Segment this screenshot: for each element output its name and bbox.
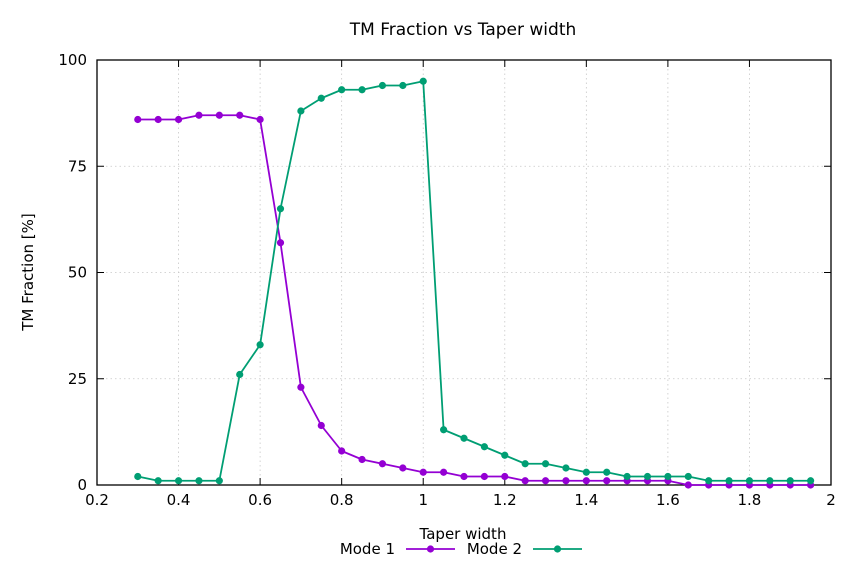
x-tick-label: 0.8 xyxy=(330,491,354,509)
y-tick-label: 50 xyxy=(68,264,87,282)
data-point xyxy=(256,115,264,124)
legend-swatch-marker xyxy=(553,545,562,553)
data-point xyxy=(215,111,223,119)
legend-label: Mode 1 xyxy=(340,540,395,558)
data-point xyxy=(195,477,203,485)
data-point xyxy=(236,370,244,379)
data-point xyxy=(582,468,590,476)
data-point xyxy=(378,460,387,468)
data-point xyxy=(501,451,509,459)
legend-label: Mode 2 xyxy=(467,540,522,558)
x-tick-label: 1.2 xyxy=(493,491,517,509)
data-point xyxy=(134,472,142,481)
data-point xyxy=(684,481,692,489)
x-tick-label: 1 xyxy=(418,491,428,509)
data-point xyxy=(501,472,509,481)
data-point xyxy=(541,460,550,468)
x-tick-label: 0.6 xyxy=(248,491,272,509)
series-line-mode-2 xyxy=(137,80,811,482)
x-tick-label: 0.4 xyxy=(167,491,191,509)
data-point xyxy=(480,472,488,481)
y-tick-label: 75 xyxy=(68,157,87,175)
data-point xyxy=(154,115,162,124)
data-point xyxy=(460,472,468,481)
data-point xyxy=(643,472,652,481)
data-point xyxy=(317,94,325,102)
data-point xyxy=(297,107,305,115)
data-point xyxy=(256,341,264,349)
data-point xyxy=(215,477,223,485)
data-point xyxy=(358,86,366,94)
axis-ticks: 0.2 0.4 0.6 0.8 1 1.2 1.4 1.6 1.8 2 0 25 50 75 100 xyxy=(58,51,835,509)
data-point xyxy=(338,86,346,94)
data-point xyxy=(174,477,183,485)
data-point xyxy=(562,477,570,485)
data-point xyxy=(195,111,203,119)
data-point xyxy=(276,205,285,213)
series-mode-1 xyxy=(134,111,815,489)
legend: Mode 1 Mode 2 xyxy=(340,540,582,558)
data-point xyxy=(807,477,815,485)
data-point xyxy=(705,477,713,485)
gridlines xyxy=(97,60,831,485)
data-point xyxy=(603,468,611,476)
data-point xyxy=(358,455,366,464)
y-tick-label: 25 xyxy=(68,370,87,388)
data-point xyxy=(236,111,244,119)
data-point xyxy=(134,115,142,124)
series-line-mode-1 xyxy=(137,114,811,486)
x-tick-label: 1.8 xyxy=(738,491,762,509)
data-point xyxy=(297,383,305,391)
data-point xyxy=(399,81,407,90)
data-point xyxy=(684,472,692,481)
data-point xyxy=(766,477,774,485)
legend-item: Mode 2 xyxy=(467,540,582,558)
data-point xyxy=(154,477,162,485)
data-point xyxy=(521,477,529,485)
y-tick-label: 0 xyxy=(77,476,87,494)
data-point xyxy=(460,434,468,442)
data-point xyxy=(603,477,611,485)
legend-swatch-marker xyxy=(426,545,435,553)
data-point xyxy=(174,115,183,124)
data-point xyxy=(562,464,570,472)
chart-title: TM Fraction vs Taper width xyxy=(349,20,577,40)
x-tick-label: 1.6 xyxy=(656,491,680,509)
data-point xyxy=(582,477,590,485)
series xyxy=(134,77,815,489)
series-mode-2 xyxy=(134,77,815,485)
data-point xyxy=(317,421,325,430)
y-tick-label: 100 xyxy=(58,51,87,69)
data-point xyxy=(480,443,488,451)
legend-item: Mode 1 xyxy=(340,540,455,558)
x-tick-label: 1.4 xyxy=(574,491,598,509)
data-point xyxy=(786,477,794,485)
data-point xyxy=(623,472,631,481)
data-point xyxy=(440,426,448,434)
data-point xyxy=(338,447,346,455)
x-tick-label: 0.2 xyxy=(85,491,109,509)
data-point xyxy=(440,468,448,476)
data-point xyxy=(419,77,427,85)
data-point xyxy=(664,472,672,481)
data-point xyxy=(745,477,754,485)
data-point xyxy=(521,460,529,468)
x-axis-label: Taper width xyxy=(419,525,507,543)
data-point xyxy=(419,468,427,476)
plot-frame xyxy=(96,59,832,486)
data-point xyxy=(378,81,387,90)
data-point xyxy=(276,239,285,247)
y-axis-label: TM Fraction [%] xyxy=(19,213,37,331)
x-tick-label: 2 xyxy=(826,491,836,509)
data-point xyxy=(541,477,550,485)
data-point xyxy=(399,464,407,472)
data-point xyxy=(725,477,733,485)
